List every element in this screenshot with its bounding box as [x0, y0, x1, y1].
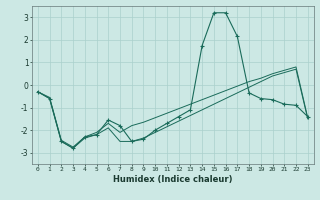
X-axis label: Humidex (Indice chaleur): Humidex (Indice chaleur) [113, 175, 233, 184]
